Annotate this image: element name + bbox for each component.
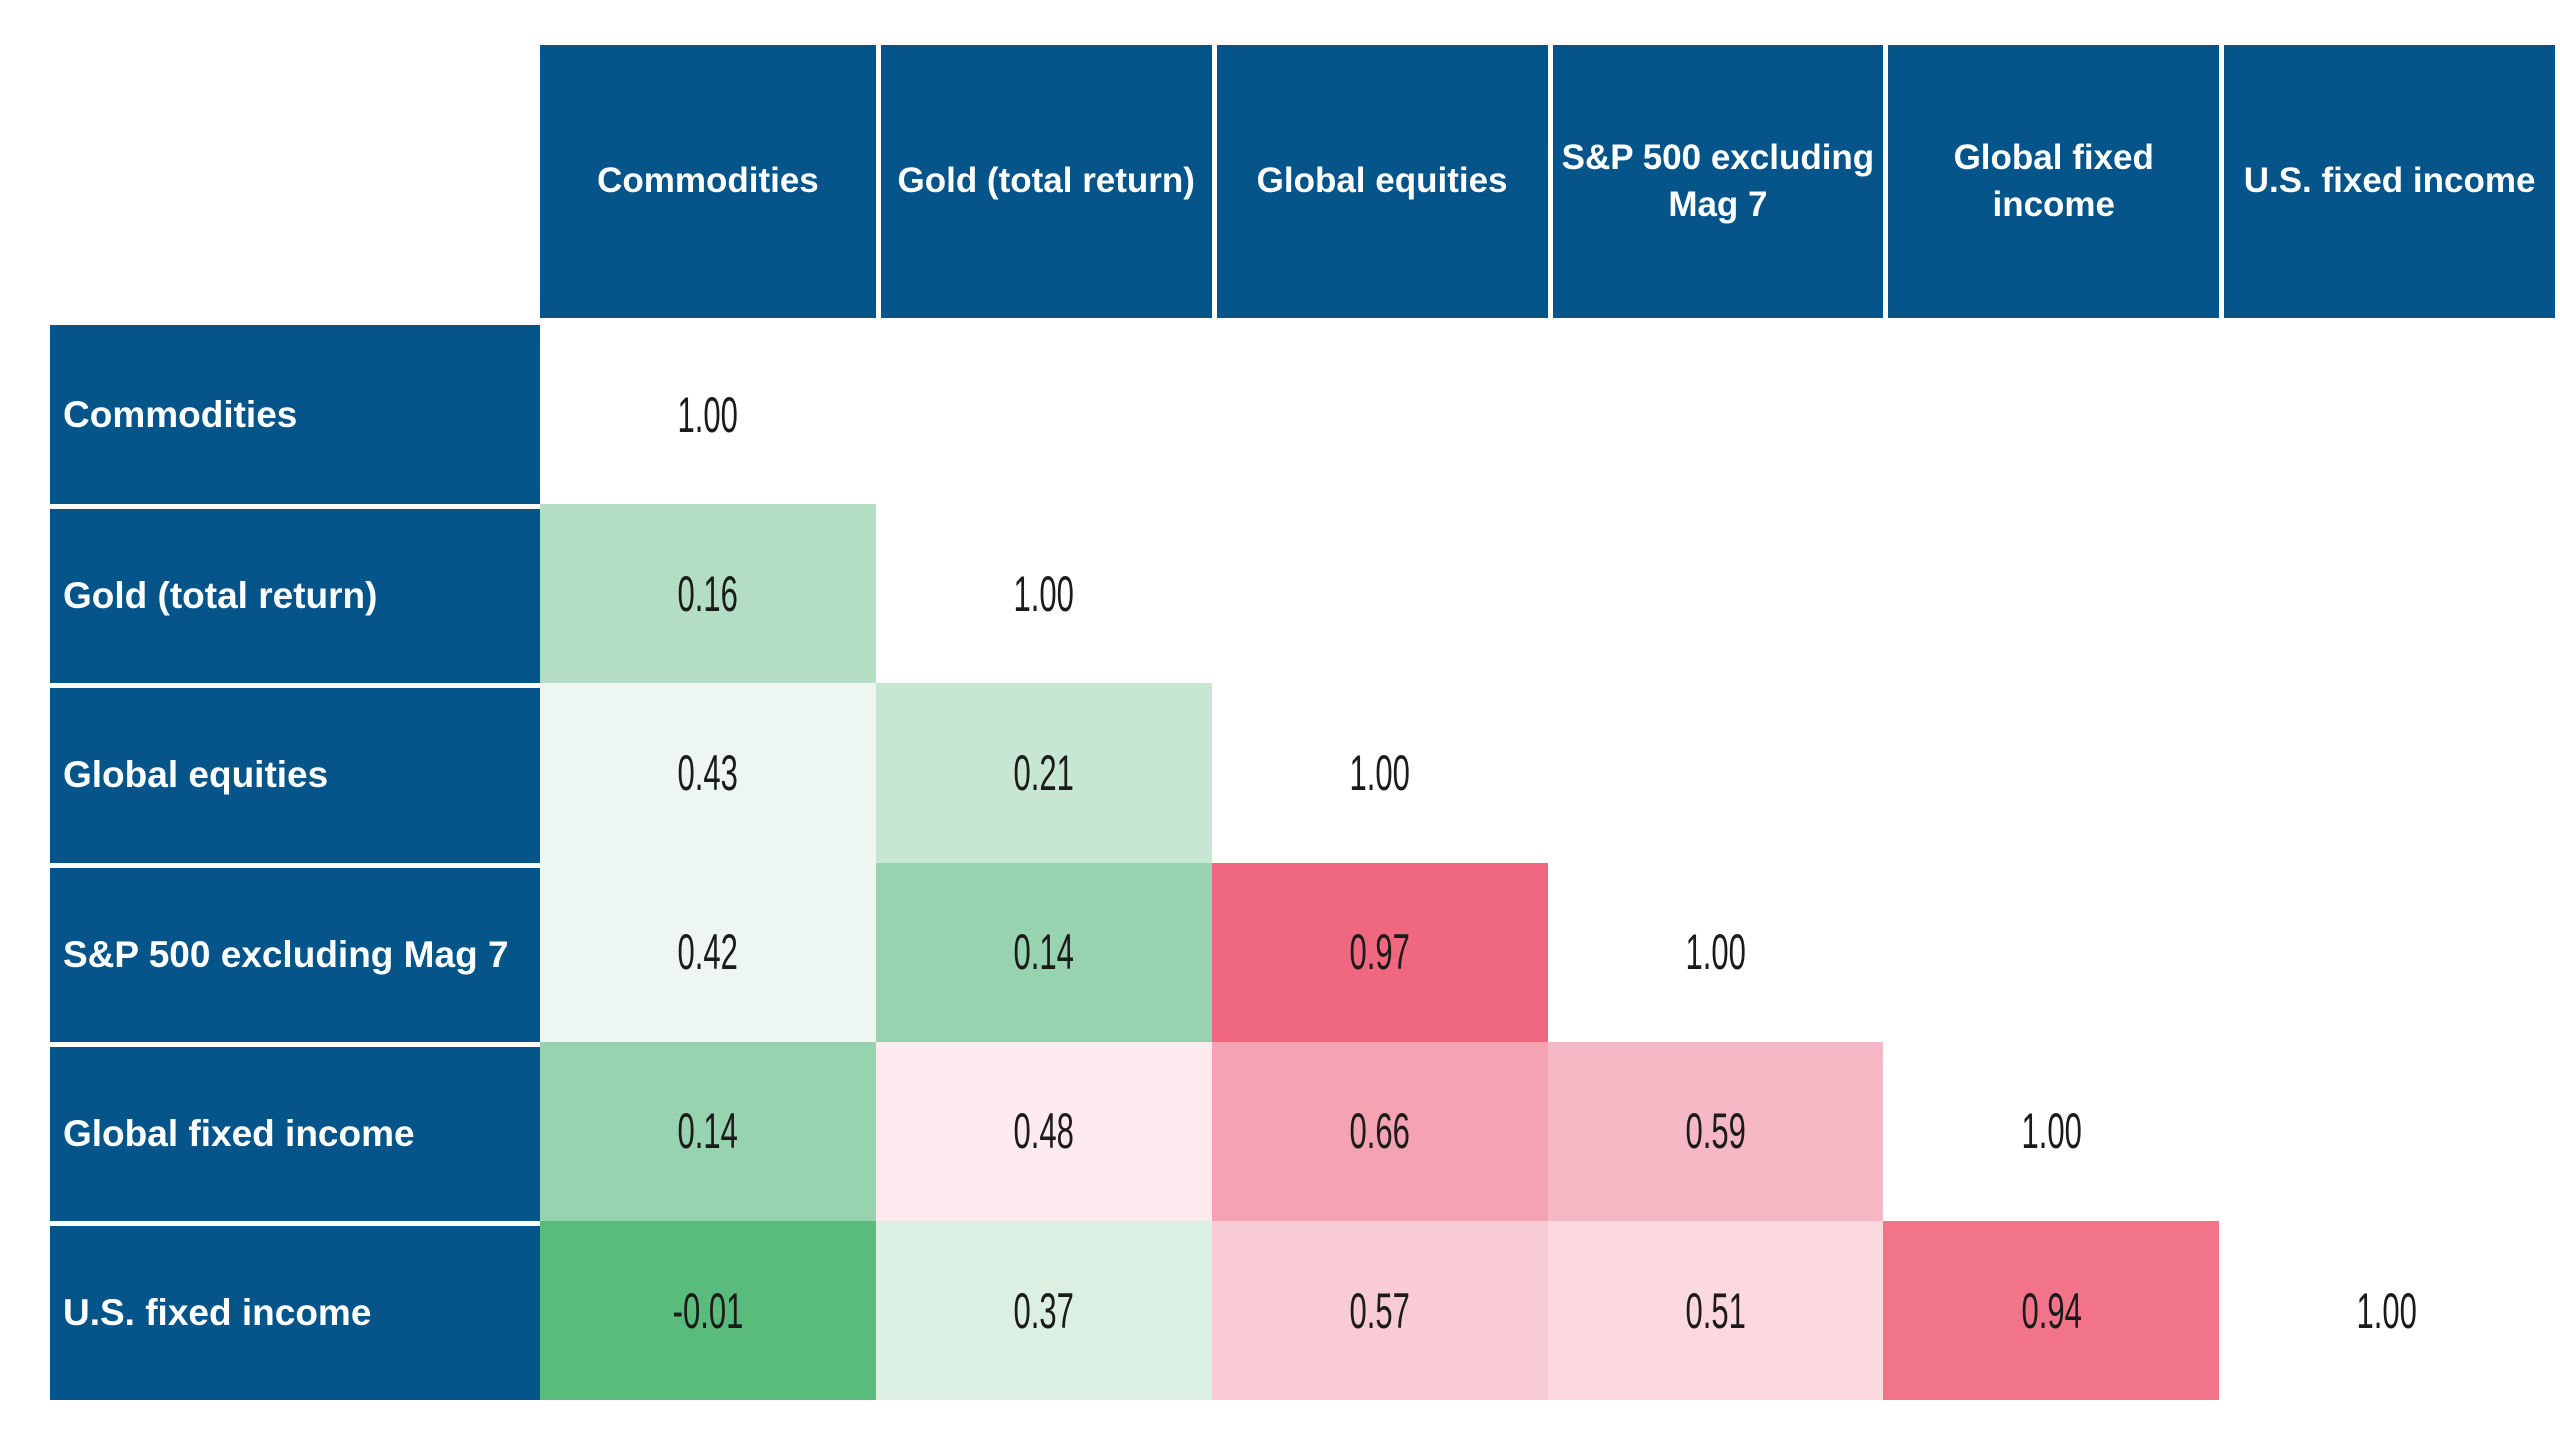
cell-value: 0.51 [1685, 1282, 1746, 1339]
matrix-cell: 0.66 [1211, 1041, 1548, 1221]
matrix-cell: 0.14 [540, 1041, 876, 1221]
cell-value: 1.00 [1013, 565, 1074, 622]
cell-value: 0.16 [677, 565, 739, 622]
cell-value: 0.48 [1013, 1103, 1074, 1160]
cell-value: 0.59 [1685, 1103, 1746, 1160]
column-header-gold: Gold (total return) [875, 45, 1212, 318]
matrix-cell: 1.00 [540, 325, 876, 505]
cell-value: 0.57 [1349, 1282, 1410, 1339]
empty-cell [2219, 325, 2555, 505]
empty-cell [2219, 862, 2555, 1042]
matrix-cell: 1.00 [875, 504, 1212, 684]
empty-cell [1883, 504, 2220, 684]
empty-cell [1211, 504, 1548, 684]
row-label-gold: Gold (total return) [50, 504, 540, 684]
cell-value: 0.37 [1013, 1282, 1074, 1339]
empty-cell [2219, 504, 2555, 684]
empty-cell [875, 325, 1212, 505]
cell-value: 0.42 [677, 924, 739, 981]
empty-cell [1211, 325, 1548, 505]
cell-value: -0.01 [672, 1282, 744, 1339]
corner-cell [50, 45, 540, 318]
matrix-cell: 0.48 [875, 1041, 1212, 1221]
empty-cell [2219, 1041, 2555, 1221]
cell-value: 0.43 [677, 744, 739, 801]
empty-cell [1883, 683, 2220, 863]
row-label-global-fixed-income: Global fixed income [50, 1041, 540, 1221]
matrix-cell: 1.00 [2219, 1220, 2555, 1401]
matrix-cell: -0.01 [540, 1220, 876, 1401]
cell-value: 0.21 [1013, 744, 1074, 801]
empty-cell [1883, 325, 2220, 505]
matrix-cell: 0.51 [1547, 1220, 1884, 1401]
cell-value: 1.00 [1349, 744, 1410, 801]
column-header-sp500-ex-mag7: S&P 500 excluding Mag 7 [1547, 45, 1884, 318]
matrix-body: Commodities 1.00 Gold (total return) 0.1… [50, 325, 2555, 1401]
empty-cell [2219, 683, 2555, 863]
empty-cell [1547, 325, 1884, 505]
matrix-cell: 0.94 [1883, 1220, 2220, 1401]
empty-cell [1883, 862, 2220, 1042]
matrix-cell: 1.00 [1883, 1041, 2220, 1221]
matrix-header-row: Commodities Gold (total return) Global e… [50, 45, 2555, 318]
empty-cell [1547, 504, 1884, 684]
cell-value: 1.00 [677, 386, 739, 443]
matrix-cell: 0.59 [1547, 1041, 1884, 1221]
cell-value: 0.14 [677, 1103, 739, 1160]
column-header-us-fixed-income: U.S. fixed income [2219, 45, 2555, 318]
column-header-commodities: Commodities [540, 45, 876, 318]
column-header-global-equities: Global equities [1211, 45, 1548, 318]
matrix-cell: 0.42 [540, 862, 876, 1042]
row-label-global-equities: Global equities [50, 683, 540, 863]
cell-value: 0.14 [1013, 924, 1074, 981]
cell-value: 1.00 [2356, 1282, 2418, 1339]
matrix-cell: 0.16 [540, 504, 876, 684]
matrix-cell: 0.37 [875, 1220, 1212, 1401]
matrix-cell: 1.00 [1547, 862, 1884, 1042]
cell-value: 1.00 [1685, 924, 1746, 981]
cell-value: 0.66 [1349, 1103, 1410, 1160]
row-label-us-fixed-income: U.S. fixed income [50, 1220, 540, 1401]
row-label-commodities: Commodities [50, 325, 540, 505]
empty-cell [1547, 683, 1884, 863]
matrix-cell: 0.57 [1211, 1220, 1548, 1401]
matrix-cell: 0.14 [875, 862, 1212, 1042]
correlation-matrix: Commodities Gold (total return) Global e… [50, 45, 2555, 1401]
matrix-cell: 0.97 [1211, 862, 1548, 1042]
row-label-sp500-ex-mag7: S&P 500 excluding Mag 7 [50, 862, 540, 1042]
cell-value: 1.00 [2021, 1103, 2082, 1160]
matrix-cell: 0.43 [540, 683, 876, 863]
matrix-cell: 1.00 [1211, 683, 1548, 863]
cell-value: 0.94 [2021, 1282, 2082, 1339]
matrix-cell: 0.21 [875, 683, 1212, 863]
column-header-global-fixed-income: Global fixed income [1883, 45, 2220, 318]
cell-value: 0.97 [1349, 924, 1410, 981]
